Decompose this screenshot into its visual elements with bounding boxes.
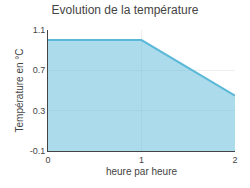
- svg-text:1.1: 1.1: [33, 25, 46, 35]
- svg-text:0: 0: [45, 155, 50, 165]
- svg-text:Température en °C: Température en °C: [14, 48, 25, 132]
- svg-text:2: 2: [232, 155, 237, 165]
- svg-text:0.7: 0.7: [33, 65, 46, 75]
- svg-text:0.3: 0.3: [33, 106, 46, 116]
- svg-text:Evolution de la température: Evolution de la température: [52, 3, 199, 17]
- svg-text:-0.1: -0.1: [30, 146, 46, 156]
- svg-text:heure par heure: heure par heure: [106, 166, 178, 177]
- svg-text:1: 1: [139, 155, 144, 165]
